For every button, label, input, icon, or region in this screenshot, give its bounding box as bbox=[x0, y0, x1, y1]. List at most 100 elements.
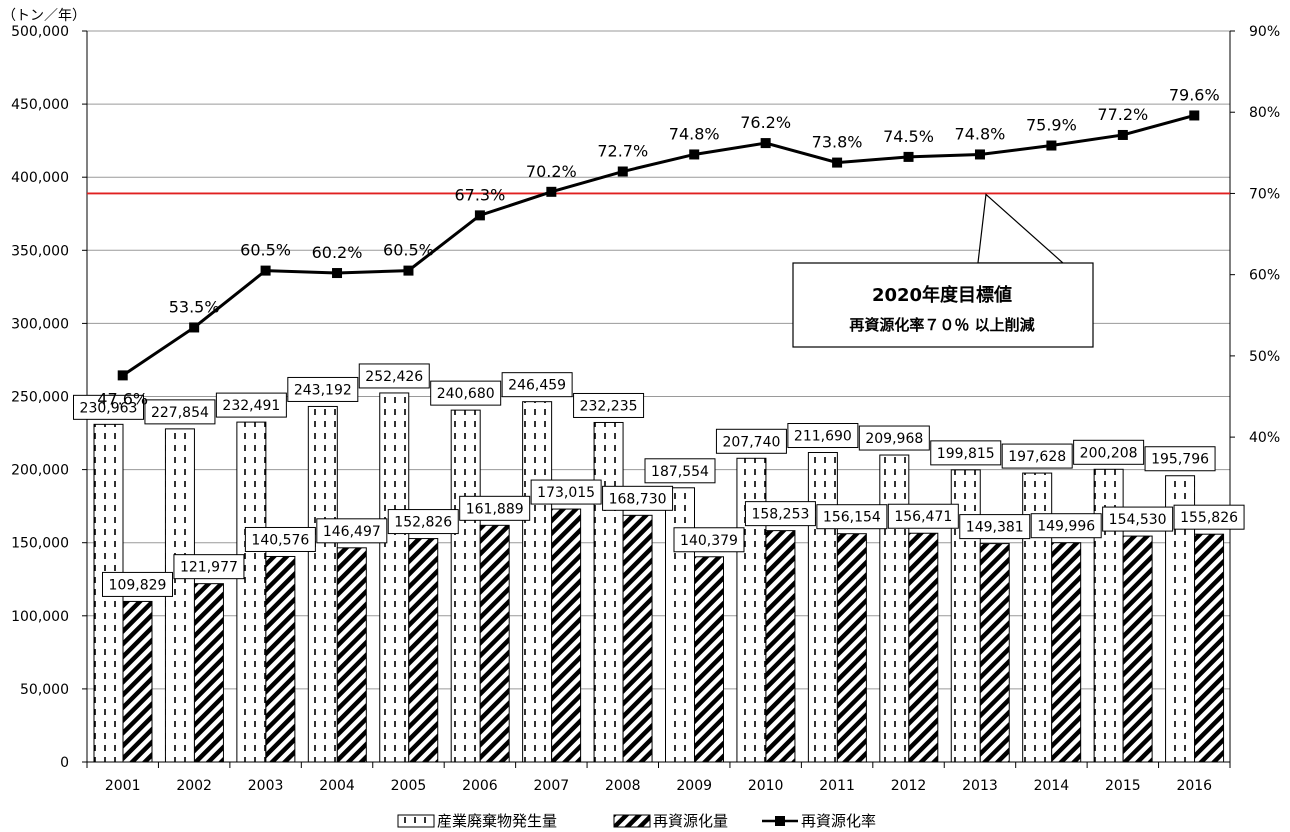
x-tick-label: 2003 bbox=[248, 778, 284, 794]
rate-marker bbox=[760, 138, 771, 149]
data-label-box bbox=[573, 392, 645, 418]
bar-recycled bbox=[1194, 533, 1225, 763]
x-tick-label: 2007 bbox=[534, 778, 570, 794]
rate-label: 76.2% bbox=[740, 113, 791, 132]
data-label: 168,730 bbox=[609, 491, 667, 507]
y-tick-label: 100,000 bbox=[11, 609, 69, 625]
rate-label: 67.3% bbox=[454, 185, 505, 204]
x-tick-label: 2011 bbox=[819, 778, 855, 794]
data-label: 252,426 bbox=[365, 369, 423, 385]
rate-label: 72.7% bbox=[597, 142, 648, 161]
bar-recycled bbox=[479, 524, 510, 763]
x-tick-label: 2009 bbox=[676, 778, 712, 794]
bar-recycled bbox=[694, 556, 724, 763]
rate-label: 75.9% bbox=[1026, 116, 1077, 135]
x-tick-label: 2016 bbox=[1176, 778, 1212, 794]
rate-label: 60.5% bbox=[240, 241, 291, 260]
data-label: 199,815 bbox=[937, 446, 995, 462]
x-tick-label: 2001 bbox=[105, 778, 141, 794]
y2-tick-label: 80% bbox=[1249, 105, 1280, 121]
y2-tick-label: 90% bbox=[1249, 24, 1280, 40]
legend-swatch-recycled bbox=[613, 814, 651, 828]
rate-label: 77.2% bbox=[1097, 105, 1148, 124]
data-label-box bbox=[102, 571, 173, 597]
data-labels: 230,963 109,829 227,854 121,977 232,491 140,5… bbox=[73, 85, 1245, 597]
legend-swatch-rate-marker bbox=[775, 816, 785, 826]
bar-recycled bbox=[551, 508, 582, 763]
y-unit-label: （トン／年） bbox=[2, 8, 86, 24]
bar-recycled bbox=[122, 600, 153, 763]
rate-marker bbox=[1189, 110, 1200, 121]
y2-tick-label: 60% bbox=[1249, 268, 1280, 284]
data-label: 232,235 bbox=[580, 398, 638, 414]
bar-recycled bbox=[765, 530, 796, 763]
y-tick-label: 150,000 bbox=[11, 536, 69, 552]
data-label: 149,996 bbox=[1037, 519, 1095, 535]
data-label: 155,826 bbox=[1180, 510, 1238, 526]
data-label-box bbox=[1001, 443, 1073, 469]
data-label: 232,491 bbox=[222, 398, 280, 414]
x-tick-label: 2015 bbox=[1105, 778, 1141, 794]
data-label-box bbox=[715, 428, 787, 454]
data-label: 230,963 bbox=[80, 400, 138, 416]
bar-recycled bbox=[979, 543, 1010, 763]
data-label: 140,379 bbox=[680, 533, 738, 549]
y-axis-right: 40% 50% 60% 70% 80% 90% bbox=[1229, 24, 1280, 762]
rate-marker bbox=[832, 157, 843, 168]
rate-label: 73.8% bbox=[812, 133, 863, 152]
data-label: 156,154 bbox=[823, 510, 881, 526]
data-label-box bbox=[673, 527, 745, 553]
y2-tick-label: 50% bbox=[1249, 349, 1280, 365]
rate-marker bbox=[1117, 129, 1128, 140]
data-label-box bbox=[959, 514, 1031, 540]
data-label-box bbox=[1173, 504, 1245, 530]
data-label: 121,977 bbox=[180, 560, 238, 576]
data-label-box bbox=[1144, 446, 1216, 472]
x-tick-label: 2012 bbox=[891, 778, 927, 794]
legend: 産業廃棄物発生量 再資源化量 再資源化率 bbox=[397, 812, 876, 830]
legend-label-rate: 再資源化率 bbox=[801, 812, 876, 830]
data-label: 149,381 bbox=[966, 520, 1024, 536]
bar-recycled bbox=[193, 583, 224, 763]
rate-marker bbox=[617, 166, 628, 177]
y-axis-left: 0 50,000 100,000 150,000 200,000 250,000 300,0… bbox=[11, 24, 88, 771]
data-label-box bbox=[173, 554, 245, 580]
legend-label-recycled: 再資源化量 bbox=[653, 812, 728, 830]
y-tick-label: 450,000 bbox=[11, 97, 69, 113]
annotation-title: 2020年度目標値 bbox=[872, 284, 1012, 306]
data-label-box bbox=[858, 425, 930, 451]
data-label: 246,459 bbox=[508, 378, 566, 394]
y-tick-label: 300,000 bbox=[11, 316, 69, 332]
data-label: 156,471 bbox=[894, 509, 952, 525]
data-label-box bbox=[1073, 439, 1145, 465]
bar-generation bbox=[307, 405, 338, 763]
annotation-pointer bbox=[977, 193, 1065, 264]
bar-generation bbox=[236, 421, 267, 763]
rate-marker bbox=[1046, 140, 1057, 151]
data-label-box bbox=[358, 363, 430, 389]
bar-generation bbox=[522, 401, 553, 763]
bar-generation bbox=[879, 454, 910, 763]
rate-marker bbox=[474, 210, 485, 221]
data-label: 207,740 bbox=[722, 434, 780, 450]
data-label-box bbox=[430, 380, 502, 406]
bar-recycled bbox=[336, 547, 367, 763]
rate-label: 79.6% bbox=[1169, 85, 1220, 104]
data-label-box bbox=[501, 372, 573, 398]
data-label-box bbox=[887, 503, 959, 529]
x-tick-label: 2010 bbox=[748, 778, 784, 794]
data-label: 195,796 bbox=[1151, 452, 1209, 468]
data-label-box bbox=[816, 504, 888, 530]
x-tick-label: 2006 bbox=[462, 778, 498, 794]
rate-marker bbox=[332, 268, 343, 279]
rate-label: 60.2% bbox=[312, 243, 363, 262]
data-label: 211,690 bbox=[794, 429, 852, 445]
data-label-box bbox=[644, 458, 716, 484]
bar-generation bbox=[379, 392, 410, 763]
data-label: 227,854 bbox=[151, 405, 209, 421]
data-label-box bbox=[73, 394, 144, 420]
rate-marker bbox=[403, 265, 414, 276]
bar-recycled bbox=[908, 532, 939, 763]
data-label: 109,829 bbox=[109, 577, 167, 593]
